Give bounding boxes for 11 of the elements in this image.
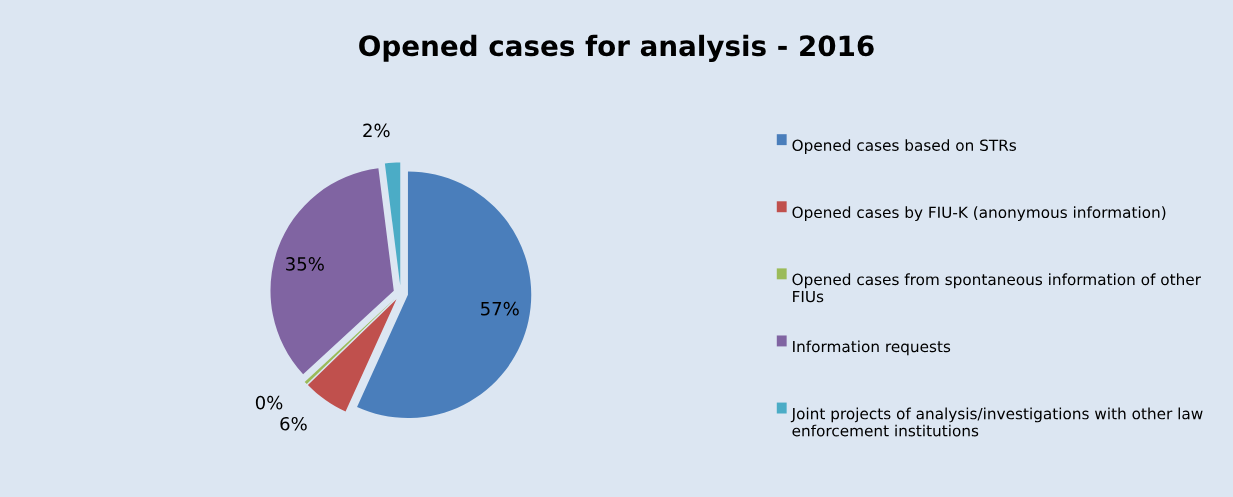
chart-title: Opened cases for analysis - 2016 [359,34,874,62]
data-label: 57% [481,301,519,316]
data-label: 35% [286,257,324,271]
legend-label: Opened cases from spontaneous information of other FIUs [792,273,1201,303]
data-label: 2% [363,123,390,138]
legend-label: Information requests [793,340,951,356]
legend-label: Opened cases based on STRs [792,139,1016,154]
data-label: 0% [255,395,283,410]
legend-label: Opened cases by FIU-K (anonymous information) [792,206,1166,222]
data-label: 6% [280,416,307,431]
legend-label: Joint projects of analysis/investigations with other law enforcement institutions [790,407,1203,437]
